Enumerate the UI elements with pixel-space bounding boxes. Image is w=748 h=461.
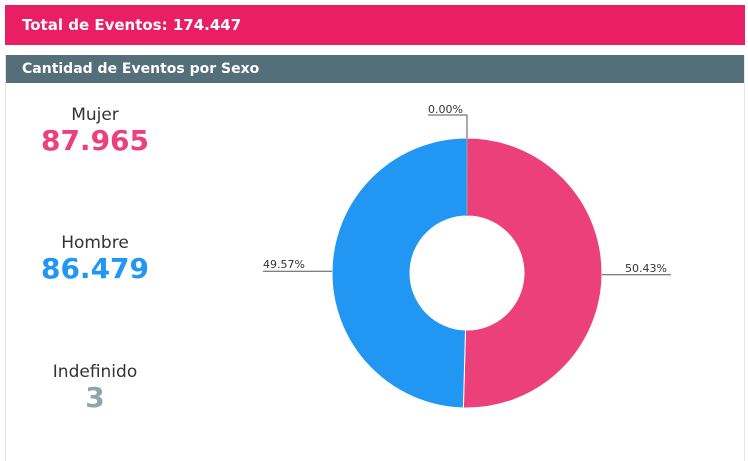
total-events-label: Total de Eventos: 174.447 xyxy=(22,16,242,34)
slice-hombre[interactable] xyxy=(331,137,468,409)
stat-mujer-value: 87.965 xyxy=(40,124,150,157)
stat-hombre-value: 86.479 xyxy=(40,252,150,285)
slice-mujer[interactable] xyxy=(462,137,603,409)
stat-indefinido-label: Indefinido xyxy=(52,362,138,382)
stat-mujer-label: Mujer xyxy=(71,105,119,125)
stat-mujer: Mujer 87.965 xyxy=(26,105,164,157)
stat-hombre: Hombre 86.479 xyxy=(26,233,164,285)
stat-hombre-label: Hombre xyxy=(61,233,129,253)
pct-label-hombre: 49.57% xyxy=(263,258,305,271)
events-by-sex-panel: Cantidad de Eventos por Sexo Mujer 87.96… xyxy=(5,55,745,461)
pct-label-mujer: 50.43% xyxy=(625,262,667,275)
total-banner: Total de Eventos: 174.447 xyxy=(5,5,745,45)
panel-title: Cantidad de Eventos por Sexo xyxy=(22,61,260,77)
pct-label-indefinido: 0.00% xyxy=(428,103,463,116)
donut-chart: 50.43% 49.57% 0.00% xyxy=(263,103,671,409)
panel-header: Cantidad de Eventos por Sexo xyxy=(6,55,744,83)
leader-line-indefinido xyxy=(428,114,468,138)
stat-indefinido: Indefinido 3 xyxy=(26,362,164,414)
stat-indefinido-value: 3 xyxy=(85,381,105,414)
